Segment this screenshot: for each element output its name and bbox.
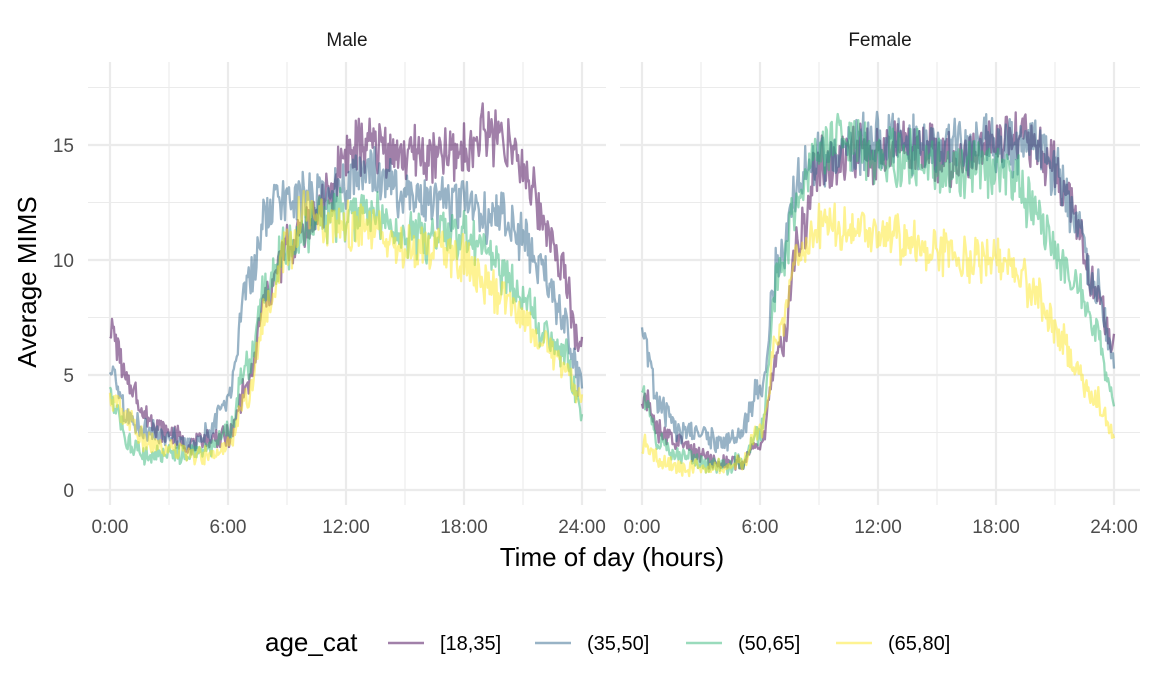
legend-label-1: (35,50]: [587, 633, 649, 655]
y-axis-title: Average MIMS: [12, 196, 42, 367]
x-tick-label: 6:00: [742, 517, 779, 538]
x-tick-label: 18:00: [440, 517, 488, 538]
facet-label-female: Female: [848, 30, 911, 51]
panels: Male 0:00 6:00 12:00 18:00 24:00 0 5 10 15 Female 0…: [53, 30, 1140, 538]
y-tick-label: 0: [63, 481, 74, 502]
legend-label-2: (50,65]: [738, 633, 800, 655]
x-tick-label: 18:00: [972, 517, 1020, 538]
series-line-35-50: [640, 110, 1116, 454]
y-tick-label: 15: [53, 136, 74, 157]
series-line-35-50: [108, 146, 584, 456]
x-tick-label: 0:00: [624, 517, 661, 538]
panel-male: Male 0:00 6:00 12:00 18:00 24:00 0 5 10 15: [53, 30, 606, 538]
facet-label-male: Male: [326, 30, 367, 51]
x-tick-label: 6:00: [210, 517, 247, 538]
panel-female: Female 0:00 6:00 12:00 18:00 24:00: [620, 30, 1140, 538]
x-tick-label: 24:00: [558, 517, 606, 538]
series-line-65-80: [108, 189, 584, 466]
legend-label-3: (65,80]: [888, 633, 950, 655]
x-tick-label: 0:00: [92, 517, 129, 538]
x-axis-title: Time of day (hours): [500, 542, 724, 572]
x-tick-label: 24:00: [1090, 517, 1138, 538]
x-tick-label: 12:00: [854, 517, 902, 538]
y-tick-label: 10: [53, 251, 74, 272]
series-line-65-80: [641, 202, 1116, 478]
legend: age_cat [18,35] (35,50] (50,65] (65,80]: [265, 627, 950, 657]
y-tick-label: 5: [63, 366, 74, 387]
x-tick-label: 12:00: [322, 517, 370, 538]
legend-title: age_cat: [265, 627, 358, 657]
legend-label-0: [18,35]: [440, 633, 501, 655]
